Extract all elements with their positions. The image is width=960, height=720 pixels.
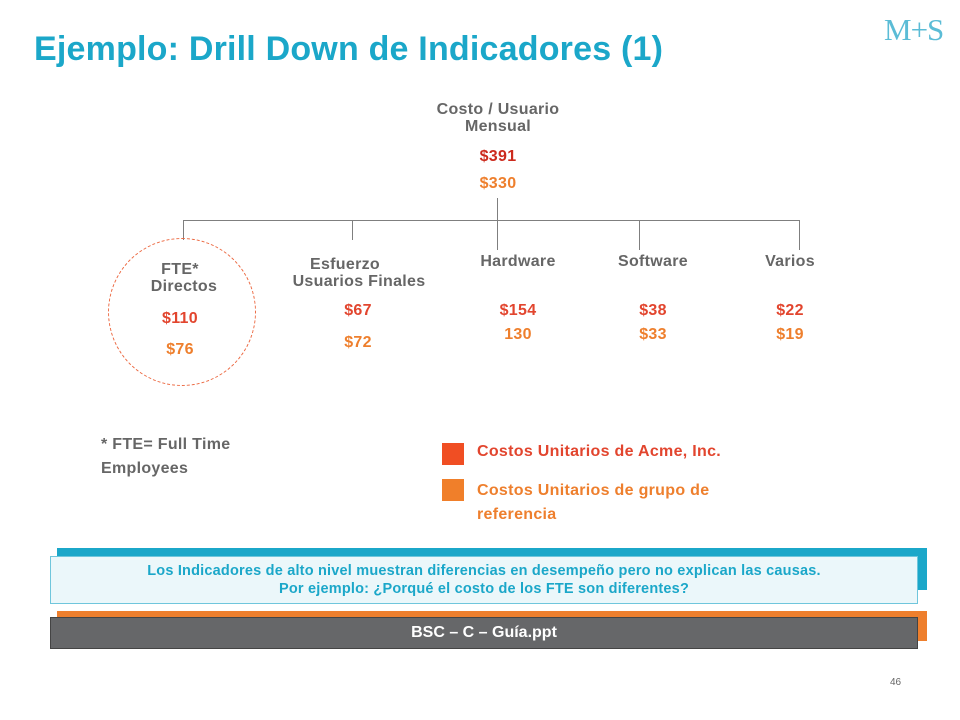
node-esfuerzo-label: Esfuerzo Usuarios Finales (259, 256, 459, 290)
node-fte-label-line2: Directos (150, 278, 218, 295)
drop-line-fte (183, 220, 184, 240)
page-title: Ejemplo: Drill Down de Indicadores (1) (34, 30, 664, 68)
node-esfuerzo-label-line1: Esfuerzo (310, 256, 380, 273)
root-label-line1: Costo / Usuario (436, 101, 560, 118)
node-software-label: Software (618, 253, 688, 270)
node-fte-label-line1: FTE* (161, 261, 199, 278)
legend-text-reference-line1: Costos Unitarios de grupo de (477, 482, 710, 499)
node-varios-label: Varios (765, 253, 815, 270)
drop-line-software (639, 220, 640, 250)
callout-box: Los Indicadores de alto nivel muestran d… (50, 556, 918, 604)
drop-line-esfuerzo (352, 220, 353, 240)
drop-line-varios (799, 220, 800, 250)
node-fte-value-company: $110 (162, 310, 198, 327)
legend-text-company: Costos Unitarios de Acme, Inc. (477, 443, 722, 460)
fte-footnote: * FTE= Full Time Employees (101, 433, 230, 481)
node-hardware-value-reference: 130 (504, 326, 532, 343)
node-fte-label: FTE* Directos (118, 261, 250, 295)
root-connector (497, 198, 498, 220)
legend-text-reference: Costos Unitarios de grupo de referencia (477, 479, 709, 527)
root-value-reference: $330 (479, 175, 517, 192)
node-hardware-value-company: $154 (499, 302, 537, 319)
callout-line1: Los Indicadores de alto nivel muestran d… (147, 563, 821, 579)
page-number: 46 (890, 677, 902, 688)
file-label-bar: BSC – C – Guía.ppt (50, 617, 918, 649)
node-fte-value-reference: $76 (166, 341, 194, 358)
legend-swatch-company (442, 443, 464, 465)
root-label: Costo / Usuario Mensual (398, 101, 598, 135)
root-value-company: $391 (479, 148, 517, 165)
node-varios-value-company: $22 (776, 302, 804, 319)
node-esfuerzo-value-company: $67 (344, 302, 372, 319)
fte-footnote-line2: Employees (101, 460, 189, 477)
node-varios-value-reference: $19 (776, 326, 804, 343)
legend-text-reference-line2: referencia (477, 506, 557, 523)
root-label-line2: Mensual (464, 118, 532, 135)
drop-line-hardware (497, 220, 498, 250)
node-esfuerzo-label-line2: Usuarios Finales (292, 273, 426, 290)
node-software-value-company: $38 (639, 302, 667, 319)
branch-line (183, 220, 800, 221)
node-esfuerzo-value-reference: $72 (344, 334, 372, 351)
node-software-value-reference: $33 (639, 326, 667, 343)
fte-footnote-line1: * FTE= Full Time (101, 436, 231, 453)
node-hardware-label: Hardware (480, 253, 556, 270)
fte-highlight-circle (108, 238, 256, 386)
ms-logo: M+S (884, 12, 944, 47)
legend-swatch-reference (442, 479, 464, 501)
callout-line2: Por ejemplo: ¿Porqué el costo de los FTE… (278, 581, 689, 597)
